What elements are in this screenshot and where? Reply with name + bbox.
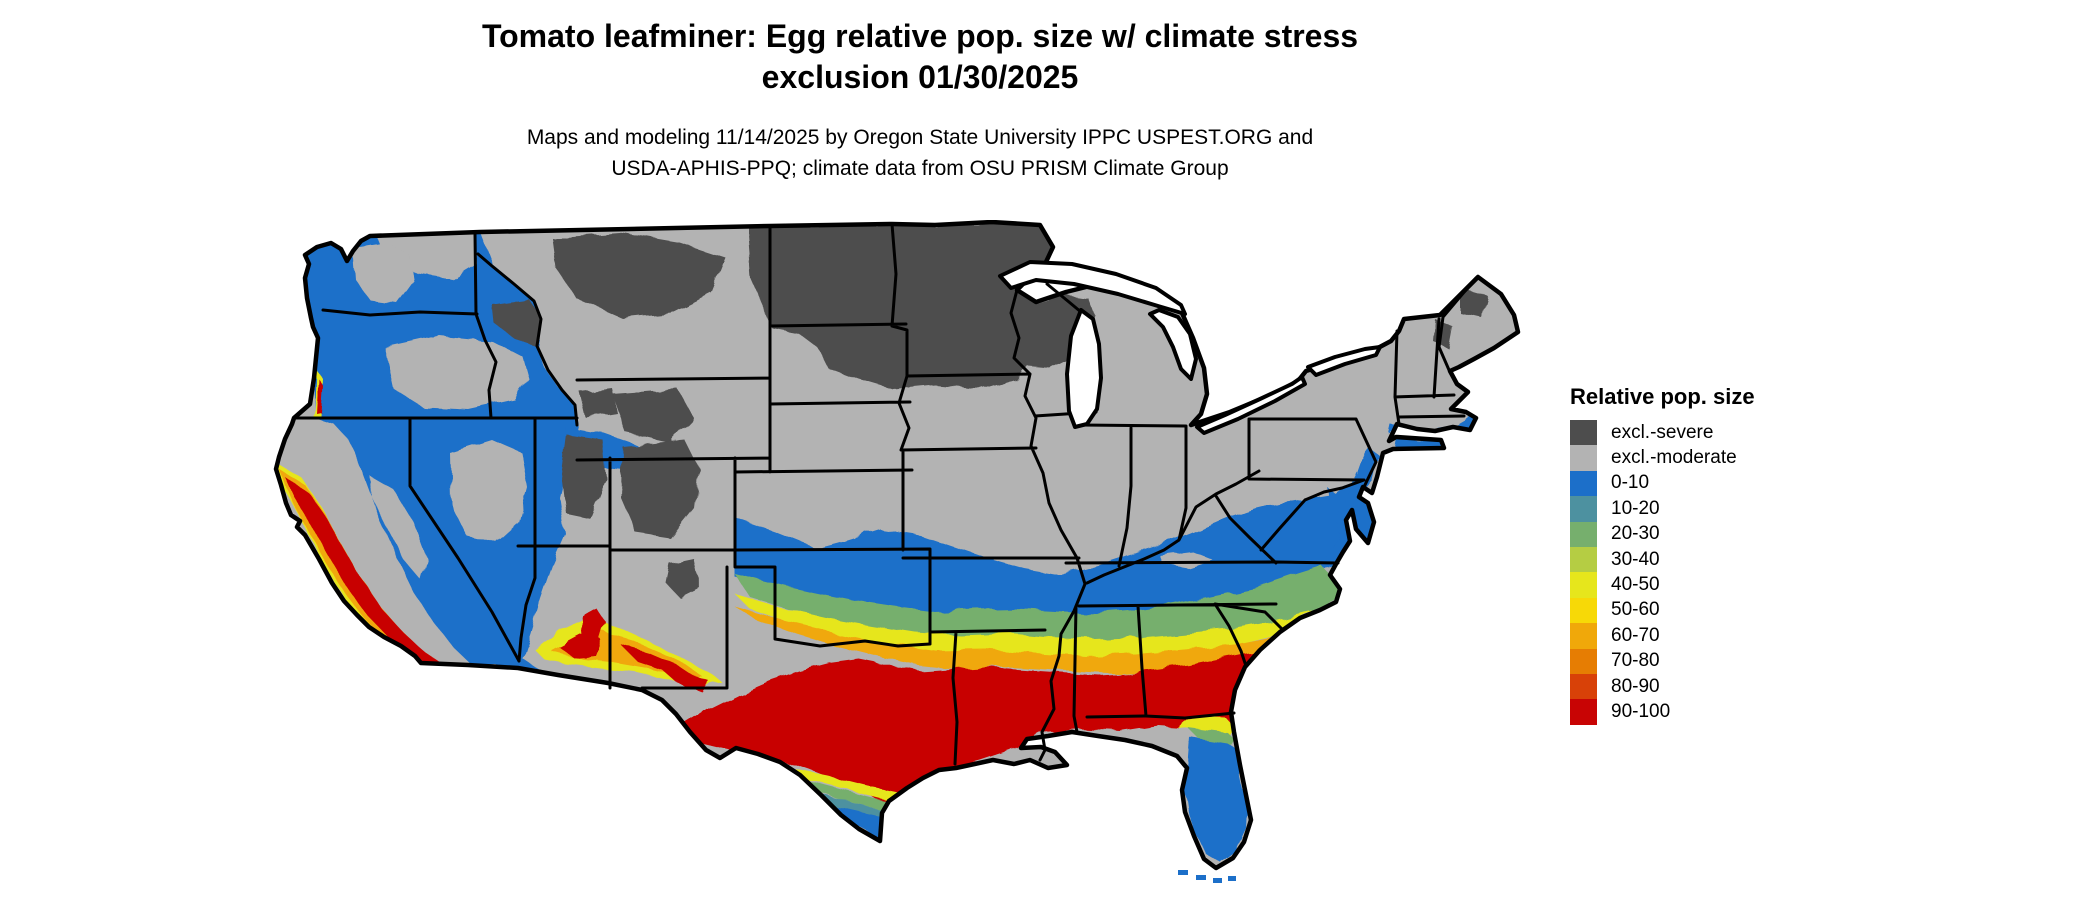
legend-label: 90-100 — [1611, 700, 1671, 722]
legend-swatch-20-30 — [1570, 521, 1597, 547]
state-borders — [292, 222, 1478, 766]
excl-severe-region — [492, 222, 1488, 598]
lake-superior — [998, 260, 1187, 316]
lake-michigan — [1065, 308, 1103, 429]
legend-item: 0-10 — [1570, 470, 1835, 497]
florida-green-belt — [1188, 728, 1235, 748]
legend-title: Relative pop. size — [1570, 384, 1755, 409]
title-block: Tomato leafminer: Egg relative pop. size… — [0, 16, 1840, 184]
legend-swatch-80-90 — [1570, 673, 1597, 700]
legend-item: excl.-severe — [1570, 420, 1835, 446]
legend-label: 0-10 — [1611, 472, 1650, 494]
legend-label: excl.-severe — [1611, 421, 1714, 443]
california-red-core — [284, 378, 460, 676]
legend-swatch-40-50 — [1570, 572, 1597, 598]
legend-item: 30-40 — [1570, 546, 1835, 573]
orange-60-70-band — [735, 607, 1281, 673]
legend-item: 20-30 — [1570, 521, 1835, 547]
legend-label: 70-80 — [1611, 650, 1660, 672]
legend-swatch-30-40 — [1570, 546, 1597, 573]
red-90-100-band — [685, 649, 1270, 805]
map-title-line1: Tomato leafminer: Egg relative pop. size… — [481, 18, 1359, 54]
legend-label: 60-70 — [1611, 624, 1660, 646]
us-conus-map — [230, 219, 1540, 892]
legend-label: 10-20 — [1611, 497, 1660, 519]
legend-label: 30-40 — [1611, 548, 1660, 570]
legend-label: 80-90 — [1611, 675, 1660, 697]
florida-yellow-belt — [1176, 718, 1234, 736]
arizona-red-patches — [560, 608, 710, 692]
south-texas-yellow — [788, 768, 898, 800]
legend-swatch-90-100 — [1570, 699, 1597, 725]
legend-item: 50-60 — [1570, 597, 1835, 624]
south-texas-green — [796, 778, 896, 809]
legend-item: 40-50 — [1570, 572, 1835, 598]
lake-erie — [1195, 375, 1307, 435]
west-moderate-patches — [352, 232, 529, 580]
great-lakes — [998, 260, 1382, 435]
legend-swatch-0-10 — [1570, 470, 1597, 497]
map-subtitle-line1: Maps and modeling 11/14/2025 by Oregon S… — [526, 126, 1314, 149]
legend-swatch-excl-severe — [1570, 420, 1597, 446]
legend-item: 70-80 — [1570, 648, 1835, 674]
florida-blue-peninsula — [1185, 738, 1247, 862]
kentucky-moderate-speck — [1160, 552, 1213, 568]
legend-item: excl.-moderate — [1570, 445, 1835, 471]
us-map-svg — [273, 219, 1521, 883]
legend-label: 20-30 — [1611, 523, 1660, 545]
legend-item: 90-100 — [1570, 699, 1835, 725]
legend-swatch-excl-moderate — [1570, 445, 1597, 471]
subtitle-block: Maps and modeling 11/14/2025 by Oregon S… — [0, 122, 1840, 184]
legend-item: 60-70 — [1570, 623, 1835, 649]
legend-swatch-50-60 — [1570, 597, 1597, 624]
legend-swatch-10-20 — [1570, 496, 1597, 522]
lake-huron — [1148, 308, 1198, 381]
legend-swatch-60-70 — [1570, 623, 1597, 649]
southeast-0-10-band — [735, 470, 1358, 615]
map-title-line2: exclusion 01/30/2025 — [761, 59, 1079, 95]
south-texas-teal — [806, 790, 898, 819]
legend: Relative pop. size excl.-severe excl.-mo… — [1570, 384, 1835, 725]
legend-swatch-70-80 — [1570, 648, 1597, 674]
legend-item: 80-90 — [1570, 673, 1835, 700]
legend-label: excl.-moderate — [1611, 447, 1737, 469]
green-20-30-band — [735, 566, 1340, 641]
lake-ontario — [1306, 345, 1382, 377]
legend-label: 40-50 — [1611, 574, 1660, 596]
legend-item: 10-20 — [1570, 496, 1835, 522]
florida-keys — [1178, 870, 1236, 883]
legend-label: 50-60 — [1611, 599, 1660, 621]
map-subtitle-line2: USDA-APHIS-PPQ; climate data from OSU PR… — [611, 157, 1229, 180]
